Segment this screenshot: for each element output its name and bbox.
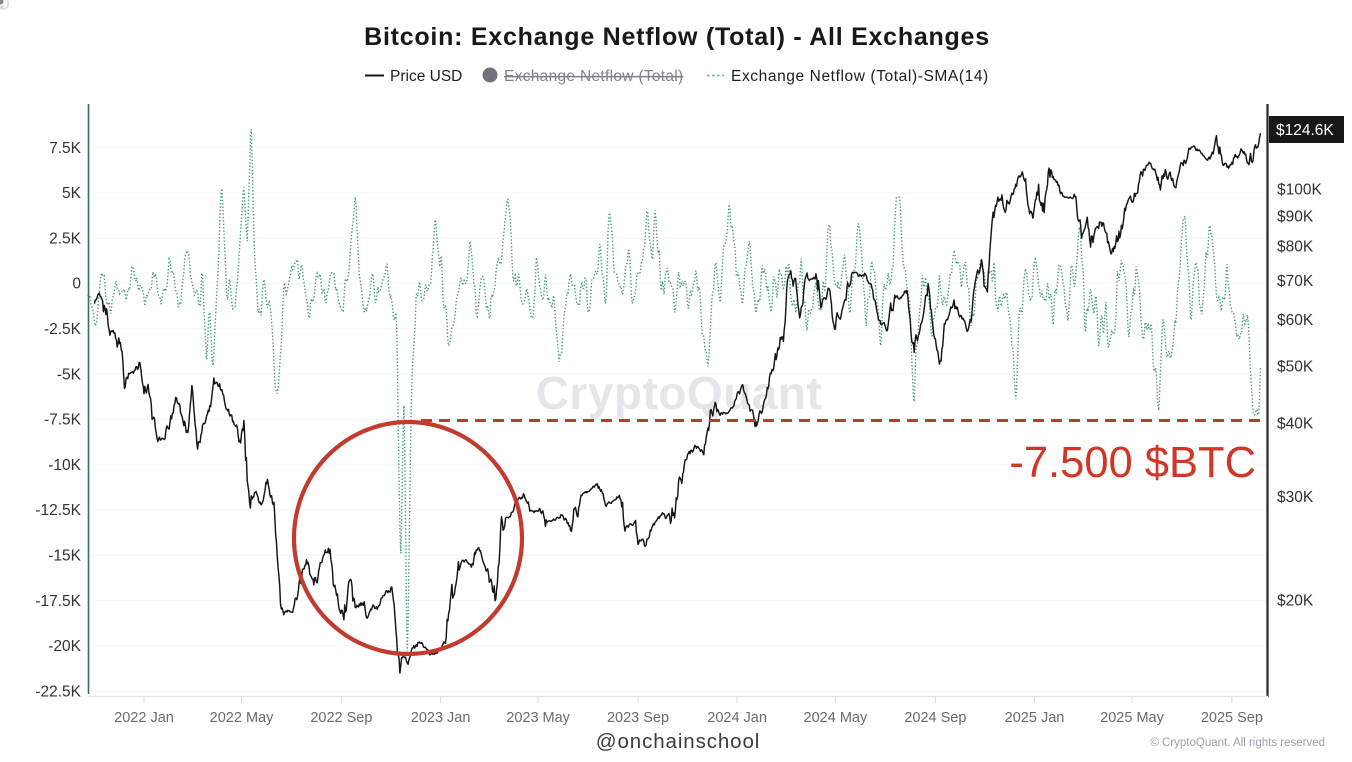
svg-text:$30K: $30K xyxy=(1277,489,1314,506)
svg-text:-7.5K: -7.5K xyxy=(44,412,82,429)
svg-text:$40K: $40K xyxy=(1277,416,1314,433)
svg-text:2023 Sep: 2023 Sep xyxy=(607,710,669,726)
svg-text:$50K: $50K xyxy=(1277,359,1314,376)
svg-text:$60K: $60K xyxy=(1277,312,1314,329)
svg-text:Bitcoin: Exchange Netflow (Tot: Bitcoin: Exchange Netflow (Total) - All … xyxy=(364,23,990,51)
svg-text:5K: 5K xyxy=(62,185,82,202)
svg-text:@onchainschool: @onchainschool xyxy=(596,730,760,753)
svg-text:2025 May: 2025 May xyxy=(1100,710,1164,726)
svg-text:2024 Sep: 2024 Sep xyxy=(904,710,966,726)
svg-text:2022 May: 2022 May xyxy=(210,710,274,726)
svg-text:-10K: -10K xyxy=(48,457,81,474)
svg-text:$100K: $100K xyxy=(1277,182,1322,199)
svg-text:-7.500 $BTC: -7.500 $BTC xyxy=(1009,439,1256,487)
svg-text:2024 Jan: 2024 Jan xyxy=(707,710,767,726)
svg-text:$20K: $20K xyxy=(1277,593,1314,610)
svg-text:-12.5K: -12.5K xyxy=(35,502,81,519)
svg-text:CryptoQuant: CryptoQuant xyxy=(536,367,823,419)
svg-text:2025 Sep: 2025 Sep xyxy=(1201,710,1263,726)
svg-text:0: 0 xyxy=(72,276,81,293)
svg-text:$90K: $90K xyxy=(1277,209,1314,226)
svg-text:2023 Jan: 2023 Jan xyxy=(411,710,471,726)
svg-text:$80K: $80K xyxy=(1277,239,1314,256)
svg-text:Exchange Netflow (Total): Exchange Netflow (Total) xyxy=(504,68,684,85)
svg-text:$70K: $70K xyxy=(1277,273,1314,290)
svg-text:-17.5K: -17.5K xyxy=(35,593,81,610)
svg-text:© CryptoQuant. All rights rese: © CryptoQuant. All rights reserved xyxy=(1150,737,1325,749)
svg-text:-22.5K: -22.5K xyxy=(35,683,81,700)
svg-text:2022 Jan: 2022 Jan xyxy=(114,710,174,726)
svg-text:2024 May: 2024 May xyxy=(804,710,868,726)
svg-text:2025 Jan: 2025 Jan xyxy=(1005,710,1065,726)
svg-text:2.5K: 2.5K xyxy=(49,230,82,247)
svg-text:$124.6K: $124.6K xyxy=(1276,122,1334,139)
svg-text:2022 Sep: 2022 Sep xyxy=(310,710,372,726)
svg-text:-5K: -5K xyxy=(57,366,82,383)
svg-text:7.5K: 7.5K xyxy=(49,140,82,157)
svg-text:2023 May: 2023 May xyxy=(506,710,570,726)
svg-text:Exchange Netflow (Total)-SMA(1: Exchange Netflow (Total)-SMA(14) xyxy=(731,68,989,85)
svg-text:-15K: -15K xyxy=(48,548,81,565)
svg-text:-20K: -20K xyxy=(48,638,81,655)
svg-text:-2.5K: -2.5K xyxy=(44,321,82,338)
svg-text:Price USD: Price USD xyxy=(390,68,462,85)
